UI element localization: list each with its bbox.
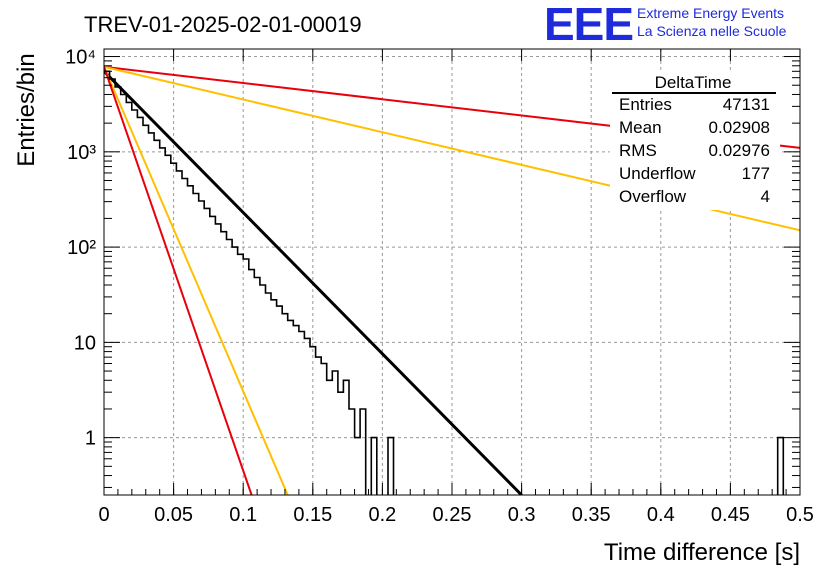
x-axis: 0 0.05 0.1 0.15 0.2 0.25 0.3 0.35 0.4 0.45 0.5	[98, 49, 814, 526]
stats-box: DeltaTime Entries 47131 Mean 0.02908 RMS…	[610, 70, 780, 210]
eee-logo-line1: Extreme Energy Events	[637, 5, 785, 21]
x-tick-label: 0.45	[711, 504, 750, 526]
stats-label: Entries	[619, 95, 672, 114]
eee-logo-line2: La Scienza nelle Scuole	[637, 23, 787, 39]
eee-logo: EEE	[544, 0, 634, 50]
eee-logo-text: Extreme Energy Events La Scienza nelle S…	[637, 4, 786, 40]
plot-title: TREV-01-2025-02-01-00019	[84, 12, 362, 37]
x-tick-label: 0.15	[293, 504, 332, 526]
histogram	[104, 70, 785, 495]
x-tick-label: 0.5	[786, 504, 814, 526]
x-tick-label: 0.3	[508, 504, 536, 526]
y-tick-label: 1	[85, 428, 96, 450]
x-tick-label: 0.35	[572, 504, 611, 526]
fit-curve	[104, 70, 523, 495]
stats-label: Overflow	[619, 187, 687, 206]
x-tick-label: 0	[98, 504, 109, 526]
stats-value: 177	[742, 164, 770, 183]
stats-label: Underflow	[619, 164, 696, 183]
x-tick-label: 0.4	[647, 504, 675, 526]
y-axis: 1 10 10² 10³ 10⁴	[65, 47, 800, 488]
x-tick-label: 0.25	[433, 504, 472, 526]
stats-title: DeltaTime	[655, 73, 732, 92]
x-tick-label: 0.1	[229, 504, 257, 526]
fit-curve	[104, 66, 289, 495]
histogram-outline	[104, 70, 785, 495]
x-tick-label: 0.05	[154, 504, 193, 526]
y-tick-label: 10	[74, 332, 96, 354]
y-tick-label: 10²	[67, 237, 96, 259]
stats-value: 47131	[723, 95, 770, 114]
stats-label: Mean	[619, 118, 662, 137]
stats-value: 0.02976	[709, 141, 770, 160]
stats-value: 0.02908	[709, 118, 770, 137]
x-axis-label: Time difference [s]	[604, 539, 800, 566]
stats-label: RMS	[619, 141, 657, 160]
stats-value: 4	[761, 187, 770, 206]
y-tick-label: 10³	[67, 142, 96, 164]
y-tick-label: 10⁴	[65, 47, 96, 69]
fit-curve	[104, 66, 253, 495]
y-axis-label: Entries/bin	[13, 53, 40, 166]
x-tick-label: 0.2	[368, 504, 396, 526]
